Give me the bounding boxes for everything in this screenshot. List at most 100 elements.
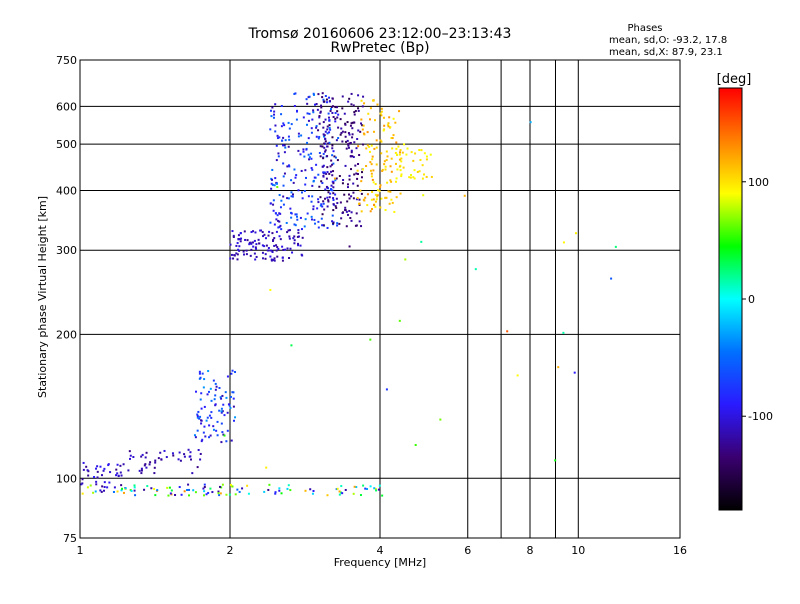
- data-point: [254, 258, 257, 261]
- data-point: [197, 448, 200, 451]
- data-point: [220, 410, 223, 413]
- data-point: [163, 449, 166, 452]
- data-point: [243, 253, 246, 256]
- data-point: [269, 202, 272, 205]
- data-point: [275, 230, 278, 233]
- data-point: [170, 489, 173, 492]
- data-point: [355, 172, 358, 175]
- data-point: [277, 219, 280, 222]
- data-point: [391, 147, 394, 150]
- data-point: [386, 123, 389, 126]
- data-point: [395, 147, 398, 150]
- data-point: [189, 451, 192, 454]
- data-point: [293, 242, 296, 245]
- data-point: [391, 201, 394, 204]
- data-point: [228, 493, 231, 496]
- data-point: [263, 233, 266, 236]
- data-point: [291, 193, 294, 196]
- data-point: [178, 486, 181, 489]
- data-point: [387, 125, 390, 128]
- data-point: [304, 218, 307, 221]
- data-point: [361, 168, 364, 171]
- data-point: [369, 161, 372, 164]
- data-point: [331, 97, 334, 100]
- data-point: [315, 163, 318, 166]
- data-point: [321, 96, 324, 99]
- data-point: [327, 191, 330, 194]
- data-point: [188, 488, 191, 491]
- data-point: [313, 218, 316, 221]
- data-point: [311, 195, 314, 198]
- colorbar-ticks: 100 0 -100: [742, 176, 773, 423]
- data-point: [207, 370, 210, 373]
- data-point: [323, 171, 326, 174]
- data-point: [245, 253, 248, 256]
- data-point: [356, 184, 359, 187]
- data-point: [278, 220, 281, 223]
- data-point: [219, 396, 222, 399]
- data-point: [360, 99, 363, 102]
- data-point: [303, 190, 306, 193]
- x-tick-label: 4: [377, 544, 384, 557]
- data-point: [348, 174, 351, 177]
- data-point: [390, 180, 393, 183]
- data-point: [328, 131, 331, 134]
- data-point: [269, 128, 272, 131]
- data-point: [387, 122, 390, 125]
- data-point: [425, 158, 428, 161]
- data-point: [321, 213, 324, 216]
- data-point: [261, 257, 264, 260]
- data-point: [400, 175, 403, 178]
- data-point: [345, 147, 348, 150]
- data-point: [232, 397, 235, 400]
- data-point: [312, 111, 315, 114]
- data-point: [337, 113, 340, 116]
- data-point: [254, 246, 257, 249]
- data-point: [396, 168, 399, 171]
- data-point: [379, 184, 382, 187]
- data-point: [395, 180, 398, 183]
- data-point: [183, 455, 186, 458]
- data-point: [282, 184, 285, 187]
- data-point: [399, 151, 402, 154]
- data-point: [291, 195, 294, 198]
- data-point: [226, 375, 229, 378]
- data-point: [332, 203, 335, 206]
- data-point: [371, 155, 374, 158]
- data-point: [291, 251, 294, 254]
- data-point: [356, 169, 359, 172]
- data-point: [374, 193, 377, 196]
- data-point: [227, 403, 230, 406]
- data-point: [358, 154, 361, 157]
- data-point: [341, 107, 344, 110]
- data-point: [350, 103, 353, 106]
- colorbar-tick-label: 0: [748, 293, 755, 306]
- data-point: [350, 219, 353, 222]
- data-point: [218, 386, 221, 389]
- data-point: [215, 385, 218, 388]
- data-point: [322, 202, 325, 205]
- data-point: [250, 242, 253, 245]
- data-point: [382, 129, 385, 132]
- data-point: [93, 476, 96, 479]
- data-point: [117, 474, 120, 477]
- data-point: [418, 148, 421, 151]
- data-point: [190, 458, 193, 461]
- data-point: [326, 142, 329, 145]
- data-point: [349, 155, 352, 158]
- data-point: [334, 120, 337, 123]
- data-point: [346, 143, 349, 146]
- data-point: [352, 156, 355, 159]
- data-point: [270, 259, 273, 262]
- data-point: [116, 490, 119, 493]
- data-point: [216, 420, 219, 423]
- data-point: [217, 492, 220, 495]
- data-point: [310, 200, 313, 203]
- data-point: [289, 247, 292, 250]
- data-point: [404, 258, 407, 261]
- data-point: [208, 436, 211, 439]
- data-point: [278, 235, 281, 238]
- data-point: [345, 225, 348, 228]
- data-point: [246, 484, 249, 487]
